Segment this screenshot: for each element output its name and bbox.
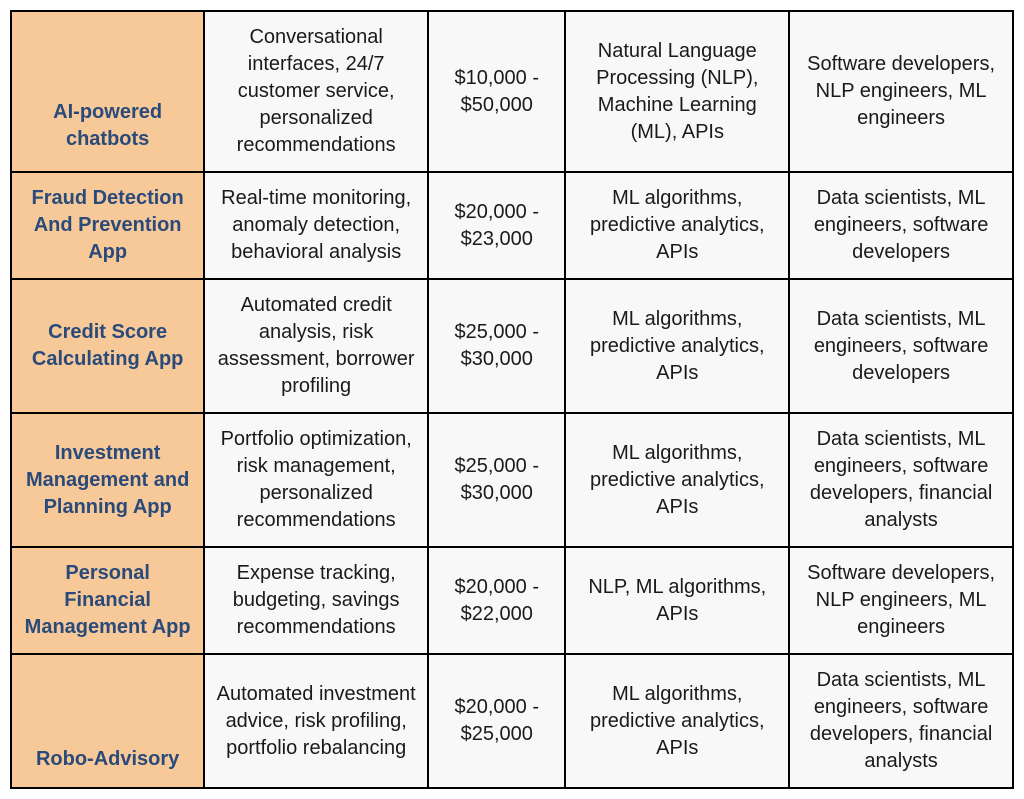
features-cell: Expense tracking, budgeting, savings rec… bbox=[204, 547, 428, 654]
features-cell: Automated credit analysis, risk assessme… bbox=[204, 279, 428, 413]
row-header: Investment Management and Planning App bbox=[11, 413, 204, 547]
features-cell: Conversational interfaces, 24/7 customer… bbox=[204, 11, 428, 172]
cost-cell: $20,000 - $25,000 bbox=[428, 654, 565, 788]
row-header: Fraud Detection And Prevention App bbox=[11, 172, 204, 279]
ai-app-cost-table: AI-powered chatbots Conversational inter… bbox=[10, 10, 1014, 789]
cost-cell: $10,000 - $50,000 bbox=[428, 11, 565, 172]
features-cell: Real-time monitoring, anomaly detection,… bbox=[204, 172, 428, 279]
cost-cell: $20,000 - $22,000 bbox=[428, 547, 565, 654]
team-cell: Software developers, NLP engineers, ML e… bbox=[789, 11, 1013, 172]
team-cell: Data scientists, ML engineers, software … bbox=[789, 654, 1013, 788]
team-cell: Software developers, NLP engineers, ML e… bbox=[789, 547, 1013, 654]
cost-cell: $25,000 - $30,000 bbox=[428, 279, 565, 413]
row-header: Robo-Advisory bbox=[11, 654, 204, 788]
table-row: Credit Score Calculating App Automated c… bbox=[11, 279, 1013, 413]
row-header: AI-powered chatbots bbox=[11, 11, 204, 172]
table-body: AI-powered chatbots Conversational inter… bbox=[11, 11, 1013, 788]
cost-cell: $20,000 - $23,000 bbox=[428, 172, 565, 279]
tech-cell: ML algorithms, predictive analytics, API… bbox=[565, 279, 789, 413]
team-cell: Data scientists, ML engineers, software … bbox=[789, 172, 1013, 279]
cost-cell: $25,000 - $30,000 bbox=[428, 413, 565, 547]
table-row: Investment Management and Planning App P… bbox=[11, 413, 1013, 547]
team-cell: Data scientists, ML engineers, software … bbox=[789, 279, 1013, 413]
table-row: Fraud Detection And Prevention App Real-… bbox=[11, 172, 1013, 279]
row-header: Personal Financial Management App bbox=[11, 547, 204, 654]
table-row: Robo-Advisory Automated investment advic… bbox=[11, 654, 1013, 788]
tech-cell: ML algorithms, predictive analytics, API… bbox=[565, 654, 789, 788]
team-cell: Data scientists, ML engineers, software … bbox=[789, 413, 1013, 547]
tech-cell: NLP, ML algorithms, APIs bbox=[565, 547, 789, 654]
features-cell: Automated investment advice, risk profil… bbox=[204, 654, 428, 788]
table-row: Personal Financial Management App Expens… bbox=[11, 547, 1013, 654]
row-header: Credit Score Calculating App bbox=[11, 279, 204, 413]
tech-cell: ML algorithms, predictive analytics, API… bbox=[565, 172, 789, 279]
tech-cell: Natural Language Processing (NLP), Machi… bbox=[565, 11, 789, 172]
tech-cell: ML algorithms, predictive analytics, API… bbox=[565, 413, 789, 547]
table-row: AI-powered chatbots Conversational inter… bbox=[11, 11, 1013, 172]
features-cell: Portfolio optimization, risk management,… bbox=[204, 413, 428, 547]
